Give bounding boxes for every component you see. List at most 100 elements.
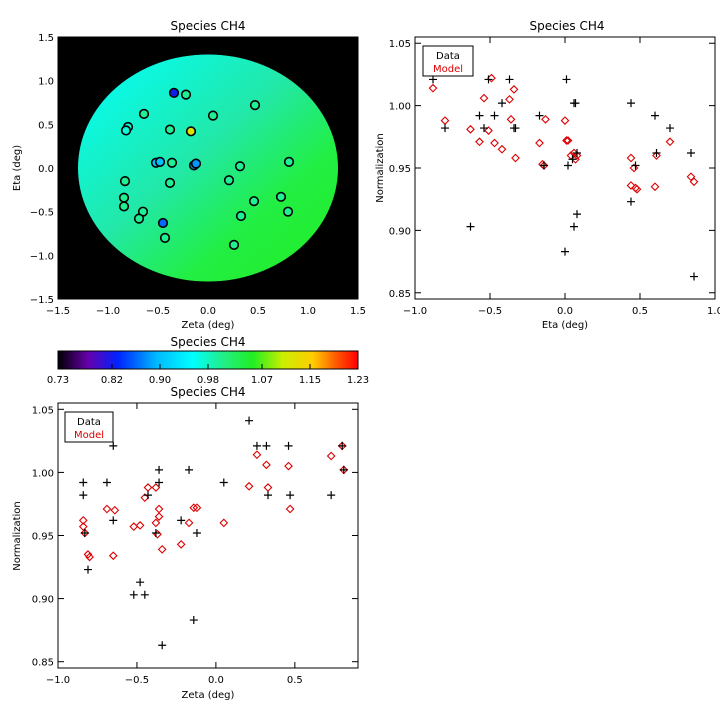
eta-data-point — [475, 111, 484, 120]
zeta-data-point — [140, 590, 149, 599]
zeta-legend-model: Model — [74, 430, 104, 441]
zeta-model-point — [154, 512, 164, 521]
eta-data-point — [480, 124, 488, 133]
eta-data-point — [484, 75, 493, 84]
zeta-data-point — [284, 441, 293, 450]
eta-data-point — [651, 111, 659, 120]
map-point — [228, 239, 240, 250]
map-xtick-label: 1.5 — [350, 306, 366, 317]
zeta-data-point — [144, 491, 152, 500]
zeta-model-point — [252, 450, 262, 460]
map-title: Species CH4 — [170, 19, 245, 33]
map-point — [133, 213, 145, 224]
eta-model-point — [541, 114, 550, 124]
map-point — [157, 217, 169, 229]
eta-ytick-label: 0.95 — [389, 164, 411, 175]
eta-data-point — [652, 149, 661, 158]
eta-xtick-label: 1.0 — [707, 306, 720, 317]
eta-data-point — [466, 222, 475, 231]
eta-data-point — [571, 99, 580, 108]
eta-model-point — [650, 182, 660, 192]
zeta-data-point — [245, 416, 254, 425]
map-ytick-label: 1.0 — [38, 77, 54, 88]
map-point — [159, 232, 171, 243]
eta-model-point — [505, 95, 514, 104]
map-point — [154, 156, 166, 167]
eta-data-point — [490, 111, 499, 120]
eta-model-point — [626, 181, 636, 190]
zeta-data-point — [158, 641, 167, 650]
map-xtick-label: 1.0 — [300, 306, 316, 317]
eta-xlabel: Eta (deg) — [542, 320, 588, 331]
eta-data-point — [573, 210, 581, 219]
map-point — [118, 192, 130, 203]
map-ylabel: Eta (deg) — [12, 145, 23, 191]
eta-data-point — [568, 155, 577, 164]
zeta-data-point — [155, 478, 164, 487]
map-point — [190, 158, 202, 169]
eta-model-point — [479, 93, 489, 103]
eta-model-point — [506, 114, 516, 124]
eta-data-point — [498, 99, 506, 108]
map-point — [283, 156, 295, 167]
eta-model-point — [562, 136, 571, 145]
zeta-ylabel: Normalization — [12, 501, 23, 571]
map-point — [185, 126, 197, 137]
map-point — [119, 176, 131, 187]
colorbar-tick-label: 0.73 — [47, 375, 69, 386]
zeta-model-point — [151, 483, 161, 492]
zeta-data-point — [79, 491, 88, 500]
zeta-data-point — [252, 441, 261, 450]
zeta-model-point — [83, 550, 93, 559]
eta-model-point — [572, 151, 582, 160]
zeta-data-point — [219, 478, 228, 487]
eta-data-point — [441, 124, 449, 133]
zeta-model-point — [262, 460, 271, 470]
zeta-data-point — [262, 441, 271, 450]
eta-model-point — [665, 137, 675, 147]
zeta-xtick-label: 0.5 — [287, 675, 303, 686]
eta-model-point — [563, 136, 573, 145]
map-point — [223, 175, 235, 186]
zeta-data-point — [102, 478, 111, 487]
eta-model-point — [652, 151, 661, 160]
eta-data-point — [535, 111, 544, 120]
zeta-model-point — [157, 545, 167, 554]
map-point — [248, 196, 260, 207]
colorbar-panel: Species CH4 0.73 0.82 0.90 0.98 1.07 1.15 1.23 — [47, 335, 369, 386]
zeta-xlabel: Zeta (deg) — [182, 690, 235, 701]
eta-panel: Species CH4 −1.0 −0.5 0.0 0.5 1.0 0.85 0.90 0.… — [375, 19, 720, 331]
zeta-ytick-label: 0.85 — [32, 658, 54, 669]
zeta-xtick-label: 0.0 — [208, 675, 224, 686]
eta-ytick-label: 0.85 — [389, 289, 411, 300]
colorbar-tick-label: 1.23 — [347, 375, 369, 386]
map-point — [207, 110, 219, 121]
eta-model-point — [629, 163, 639, 173]
zeta-model-point — [176, 539, 186, 549]
zeta-data-point — [129, 590, 138, 599]
eta-xtick-label: −1.0 — [403, 306, 427, 317]
eta-data-point — [505, 75, 514, 84]
map-ytick-label: −1.5 — [30, 295, 54, 306]
map-xtick-label: −1.0 — [96, 306, 120, 317]
eta-data-point — [564, 161, 572, 170]
map-point — [138, 108, 150, 119]
eta-legend-model: Model — [433, 64, 463, 75]
zeta-model-point — [102, 504, 112, 514]
zeta-model-point — [219, 518, 229, 528]
eta-model-point — [535, 138, 544, 148]
eta-data-point — [570, 222, 578, 231]
eta-data-point — [687, 149, 695, 158]
map-ytick-label: 0.5 — [38, 120, 54, 131]
colorbar-tick-label: 1.15 — [299, 375, 321, 386]
eta-model-point — [686, 172, 696, 182]
map-point — [249, 100, 261, 111]
map-xtick-label: −1.5 — [46, 306, 70, 317]
map-point — [235, 210, 247, 222]
eta-ytick-label: 1.05 — [389, 39, 411, 50]
eta-model-point — [626, 153, 636, 163]
colorbar-tick-label: 1.07 — [251, 375, 273, 386]
map-point — [120, 125, 132, 136]
zeta-model-point — [135, 521, 145, 530]
